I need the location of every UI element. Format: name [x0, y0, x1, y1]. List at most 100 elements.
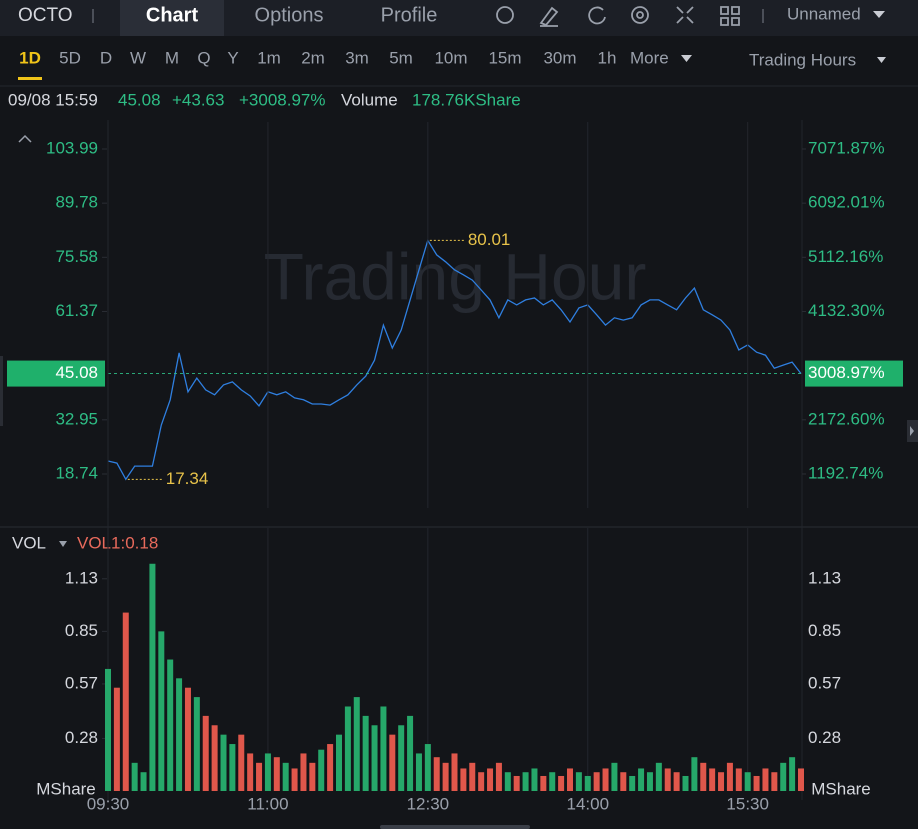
- settings-icon[interactable]: [631, 6, 649, 24]
- tab[interactable]: Profile: [381, 4, 438, 26]
- timeframe[interactable]: 30m: [543, 48, 576, 67]
- y-tick-label: 75.58: [55, 247, 98, 266]
- scrollbar[interactable]: [380, 825, 530, 829]
- layout-icon[interactable]: [720, 6, 740, 26]
- timeframe[interactable]: 3m: [345, 48, 369, 67]
- timeframe[interactable]: M: [165, 48, 179, 67]
- timeframe[interactable]: 1h: [598, 48, 617, 67]
- collapse-arrow[interactable]: [18, 134, 32, 143]
- tab[interactable]: Chart: [146, 4, 199, 26]
- y2-tick-label: 4132.30%: [808, 301, 885, 320]
- volume-bar: [167, 659, 174, 791]
- volume-bar: [344, 706, 351, 791]
- info-time: 09/08 15:59: [8, 90, 98, 109]
- indicator-icon[interactable]: [496, 6, 514, 24]
- y-tick-label: 0.57: [65, 673, 98, 692]
- tab[interactable]: Options: [255, 4, 324, 26]
- timeframe[interactable]: 5D: [59, 48, 81, 67]
- timeframe[interactable]: D: [100, 48, 112, 67]
- timeframe[interactable]: 15m: [488, 48, 521, 67]
- volume-bar: [726, 762, 733, 791]
- volume-bar: [487, 768, 494, 791]
- timeframe[interactable]: 1D: [19, 48, 41, 67]
- more-button[interactable]: More: [630, 48, 669, 67]
- side-handle-arrow: [910, 426, 914, 436]
- volume-bar: [273, 757, 280, 791]
- volume-bar: [398, 725, 405, 791]
- timeframe[interactable]: 10m: [434, 48, 467, 67]
- x-tick-label: 14:00: [566, 794, 609, 813]
- last-price-label: 45.08: [55, 363, 98, 382]
- dropdown-arrow: [873, 11, 885, 18]
- info-change: +43.63: [172, 90, 224, 109]
- layout-name[interactable]: Unnamed: [787, 4, 861, 23]
- active-tab-bg: [120, 0, 224, 36]
- volume-bar: [700, 762, 707, 791]
- timeframe[interactable]: Q: [197, 48, 210, 67]
- volume-bar: [558, 775, 565, 791]
- dropdown-arrow: [59, 541, 67, 547]
- volume-unit: MShare: [811, 779, 871, 798]
- volume-bar: [789, 757, 796, 791]
- volume-bar: [407, 715, 414, 791]
- last-pct-box: [805, 360, 903, 387]
- volume-bar: [744, 772, 751, 791]
- volume-bar: [531, 768, 538, 791]
- timeframe[interactable]: Y: [227, 48, 238, 67]
- volume-bar: [478, 772, 485, 791]
- volume-bar: [353, 697, 360, 791]
- annotation-label: 17.34: [166, 469, 209, 488]
- volume-bar: [158, 631, 165, 791]
- volume-bar: [291, 768, 298, 791]
- volume-bar: [567, 768, 573, 791]
- y-tick-label: 89.78: [55, 193, 98, 212]
- volume-bar: [620, 772, 627, 791]
- refresh-icon[interactable]: [588, 6, 606, 25]
- volume-bar: [193, 697, 200, 791]
- y2-tick-label: 0.28: [808, 728, 841, 747]
- timeframe[interactable]: 1m: [257, 48, 281, 67]
- volume-bar: [336, 734, 342, 791]
- y2-tick-label: 1.13: [808, 568, 841, 587]
- volume-bar: [362, 715, 369, 791]
- volume-bar: [753, 775, 760, 791]
- y2-tick-label: 0.57: [808, 673, 841, 692]
- volume-bar: [318, 749, 325, 791]
- volume-bar: [682, 775, 689, 791]
- volume-bar: [105, 668, 111, 791]
- y-tick-label: 103.99: [46, 138, 98, 157]
- timeframes: 1D 5D D W M Q Y 1m 2m 3m 5m 10m 15m 30m 1h: [19, 48, 616, 67]
- volume-bar: [638, 768, 645, 791]
- draw-icon[interactable]: [539, 6, 559, 27]
- info-volume-label: Volume: [341, 90, 398, 109]
- volume-bar: [389, 734, 396, 791]
- toolbar-icons: [496, 6, 740, 27]
- timeframe[interactable]: 5m: [389, 48, 413, 67]
- timeframe[interactable]: 2m: [301, 48, 325, 67]
- dropdown-arrow: [877, 57, 886, 63]
- side-handle-left: [0, 356, 3, 426]
- volume-bar: [211, 725, 218, 791]
- volume-unit: MShare: [36, 779, 96, 798]
- info-change-pct: +3008.97%: [239, 90, 326, 109]
- session-select[interactable]: Trading Hours: [749, 50, 856, 69]
- symbol[interactable]: OCTO: [18, 5, 73, 26]
- volume-bar: [549, 772, 556, 791]
- volume-bar: [300, 753, 307, 791]
- active-timeframe-underline: [18, 77, 42, 80]
- y-tick-label: 32.95: [55, 409, 98, 428]
- volume-bar: [247, 753, 254, 791]
- timeframe[interactable]: W: [130, 48, 146, 67]
- fullscreen-icon[interactable]: [676, 6, 694, 24]
- last-price-box: [7, 360, 105, 387]
- volume-bar: [718, 772, 725, 791]
- volume-bar: [522, 772, 529, 791]
- volume-bar: [220, 734, 227, 791]
- y2-tick-label: 0.85: [808, 621, 841, 640]
- annotation-label: 80.01: [468, 230, 511, 249]
- volume-bar: [282, 762, 289, 791]
- y-tick-label: 18.74: [55, 463, 98, 482]
- volume-bar: [495, 762, 502, 791]
